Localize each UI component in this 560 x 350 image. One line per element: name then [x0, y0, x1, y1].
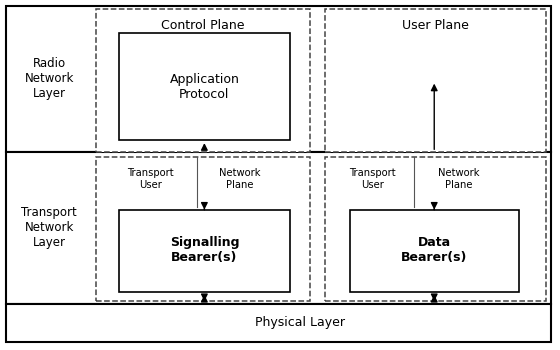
- Bar: [119, 33, 290, 140]
- Text: Physical Layer: Physical Layer: [255, 316, 345, 329]
- Text: Transport
Network
Layer: Transport Network Layer: [21, 206, 77, 249]
- Bar: [96, 9, 310, 152]
- Bar: [349, 210, 519, 292]
- Text: Transport
User: Transport User: [127, 168, 174, 190]
- Text: Radio
Network
Layer: Radio Network Layer: [25, 57, 74, 100]
- Text: Network
Plane: Network Plane: [438, 168, 480, 190]
- Bar: [119, 210, 290, 292]
- Bar: [325, 9, 545, 152]
- Text: Signalling
Bearer(s): Signalling Bearer(s): [170, 236, 239, 264]
- Bar: [6, 304, 550, 342]
- Bar: [6, 152, 550, 304]
- Bar: [96, 157, 310, 301]
- Bar: [6, 6, 550, 152]
- Text: Data
Bearer(s): Data Bearer(s): [401, 236, 468, 264]
- Text: Application
Protocol: Application Protocol: [170, 73, 239, 101]
- Text: Transport
User: Transport User: [349, 168, 396, 190]
- Bar: [325, 157, 545, 301]
- Text: Control Plane: Control Plane: [161, 19, 244, 32]
- Text: Network
Plane: Network Plane: [220, 168, 261, 190]
- Text: User Plane: User Plane: [402, 19, 469, 32]
